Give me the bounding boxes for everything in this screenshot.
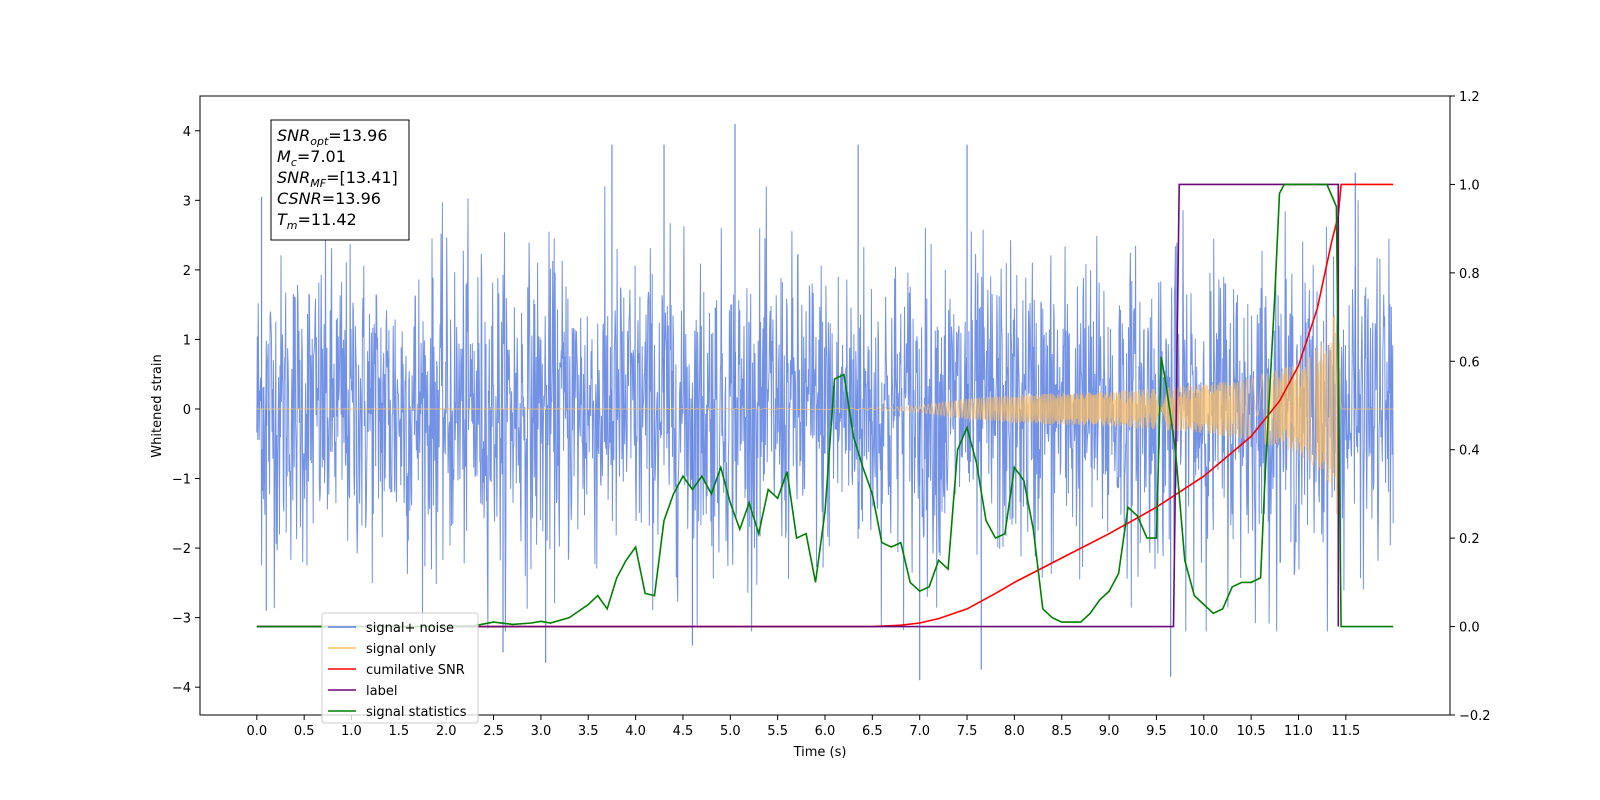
x-tick-label: 11.0 — [1284, 724, 1313, 739]
y-tick-label-right: 0.2 — [1459, 532, 1480, 547]
x-tick-label: 1.5 — [389, 724, 410, 739]
legend-label: signal+ noise — [366, 621, 454, 636]
y-tick-label-right: −0.2 — [1459, 709, 1491, 724]
x-tick-label: 10.0 — [1189, 724, 1218, 739]
y-tick-label-right: 0.0 — [1459, 621, 1480, 636]
y-tick-label-left: −3 — [172, 612, 191, 627]
series-signal-statistics — [256, 183, 1394, 628]
x-tick-label: 9.0 — [1099, 724, 1120, 739]
x-tick-label: 3.5 — [578, 724, 599, 739]
x-tick-label: 4.0 — [625, 724, 646, 739]
x-tick-label: 10.5 — [1237, 724, 1266, 739]
annotation-symbol: SNR — [277, 168, 310, 187]
y-tick-label-right: 0.8 — [1459, 267, 1480, 282]
x-tick-label: 6.5 — [862, 724, 883, 739]
y-tick-label-right: 0.6 — [1459, 355, 1480, 370]
y-tick-label-right: 1.2 — [1459, 90, 1480, 105]
y-tick-label-left: 4 — [183, 125, 191, 140]
x-tick-label: 7.0 — [909, 724, 930, 739]
annotation-subscript: m — [287, 219, 298, 232]
x-axis: 0.0 0.5 1.0 1.5 2.0 2.5 3.0 3.5 4.0 4.5 5.0 5.5 6.0 6… — [246, 715, 1360, 739]
legend-label: signal statistics — [366, 705, 467, 720]
annotation-value: =11.42 — [298, 210, 357, 229]
series-signal-only — [256, 305, 1394, 515]
legend: signal+ noise signal only cumilative SNR la… — [321, 612, 479, 724]
y-tick-label-left: 3 — [183, 194, 191, 209]
annotation-value: =[13.41] — [326, 168, 398, 187]
annotation-subscript: c — [291, 156, 297, 169]
annotation-subscript: MF — [310, 177, 326, 190]
legend-label: cumilative SNR — [366, 663, 465, 678]
y-tick-label-left: 0 — [183, 403, 191, 418]
series-signal-noise — [256, 186, 1394, 632]
x-tick-label: 0.5 — [294, 724, 315, 739]
x-tick-label: 2.0 — [436, 724, 457, 739]
annotation-value: =7.01 — [297, 147, 346, 166]
y-axis-label: Whitened strain — [150, 354, 165, 457]
y-tick-label-left: −1 — [172, 473, 191, 488]
y-axis-right: 1.2 1.0 0.8 0.6 0.4 0.2 0.0 −0.2 — [1450, 90, 1491, 724]
legend-label: label — [366, 684, 397, 699]
annotation-symbol: CSNR — [277, 189, 322, 208]
x-tick-label: 5.5 — [767, 724, 788, 739]
annotation-symbol: M — [277, 147, 291, 166]
y-tick-label-left: −4 — [172, 681, 191, 696]
x-tick-label: 1.0 — [341, 724, 362, 739]
x-tick-label: 5.0 — [720, 724, 741, 739]
y-axis-left: 4 3 2 1 0 −1 −2 −3 −4 — [172, 125, 200, 696]
legend-label: signal only — [366, 642, 436, 657]
x-tick-label: 2.5 — [483, 724, 504, 739]
annotation-value: =13.96 — [322, 189, 381, 208]
x-tick-label: 8.0 — [1004, 724, 1025, 739]
x-tick-label: 11.5 — [1331, 724, 1360, 739]
annotation-subscript: opt — [310, 135, 329, 148]
x-tick-label: 7.5 — [957, 724, 978, 739]
series-layer — [256, 123, 1394, 681]
x-tick-label: 4.5 — [673, 724, 694, 739]
y-tick-label-left: −2 — [172, 542, 191, 557]
y-tick-label-left: 2 — [183, 264, 191, 279]
y-tick-label-right: 0.4 — [1459, 444, 1480, 459]
x-tick-label: 3.0 — [531, 724, 552, 739]
y-tick-label-left: 1 — [183, 333, 191, 348]
legend-box — [321, 612, 479, 724]
annotation-symbol: T — [277, 210, 288, 229]
series-cumilative-snr — [256, 183, 1394, 628]
x-tick-label: 8.5 — [1051, 724, 1072, 739]
x-tick-label: 6.0 — [815, 724, 836, 739]
annotation-value: =13.96 — [328, 126, 387, 145]
annotation-symbol: SNR — [277, 126, 310, 145]
x-tick-label: 0.0 — [246, 724, 267, 739]
y-tick-label-right: 1.0 — [1459, 178, 1480, 193]
x-axis-label: Time (s) — [793, 745, 847, 760]
annotation-box: SNRopt=13.96 Mc=7.01 SNRMF=[13.41] CSNR=13.… — [270, 119, 410, 241]
x-tick-label: 9.5 — [1146, 724, 1167, 739]
